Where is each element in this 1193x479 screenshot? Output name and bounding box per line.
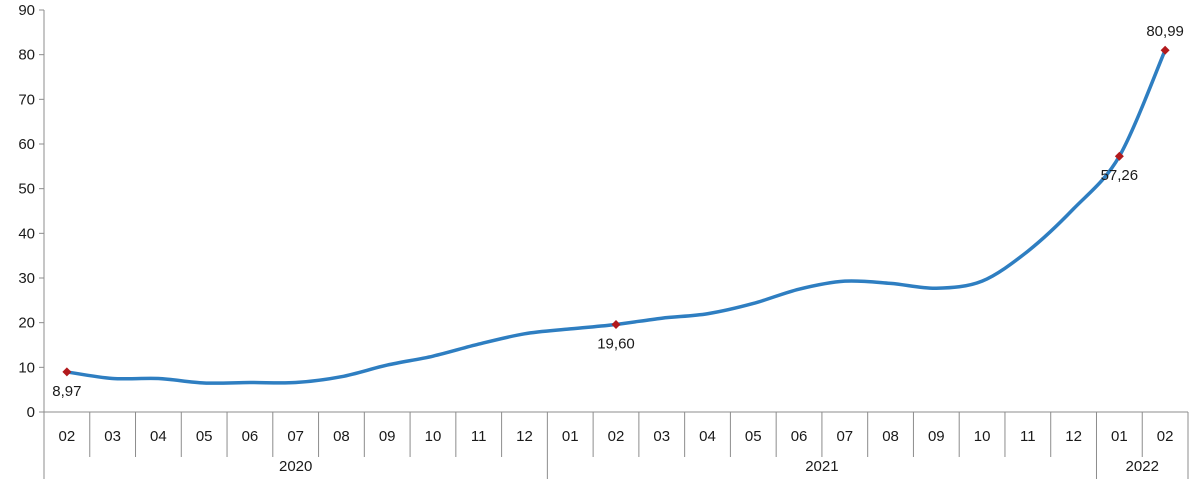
- x-tick-label: 11: [471, 428, 487, 445]
- data-point-marker: [1160, 45, 1170, 55]
- y-tick-label: 10: [18, 359, 35, 376]
- x-tick-label: 02: [608, 428, 625, 445]
- x-tick-label: 10: [425, 428, 442, 445]
- x-tick-label: 01: [1111, 428, 1128, 445]
- data-label: 8,97: [52, 383, 81, 400]
- data-label: 57,26: [1101, 167, 1139, 184]
- x-tick-label: 07: [287, 428, 304, 445]
- x-tick-label: 01: [562, 428, 579, 445]
- x-tick-label: 06: [791, 428, 808, 445]
- year-label: 2020: [279, 458, 312, 475]
- x-tick-label: 02: [1157, 428, 1174, 445]
- data-label: 80,99: [1146, 23, 1184, 40]
- x-tick-label: 07: [836, 428, 853, 445]
- x-tick-label: 05: [745, 428, 762, 445]
- x-tick-label: 12: [516, 428, 533, 445]
- data-label: 19,60: [597, 335, 635, 352]
- x-tick-label: 04: [699, 428, 716, 445]
- x-tick-label: 08: [333, 428, 350, 445]
- data-point-marker: [62, 367, 72, 377]
- x-tick-label: 05: [196, 428, 213, 445]
- y-tick-label: 30: [18, 270, 35, 287]
- markers: [62, 45, 1170, 377]
- y-axis-ticks: 0 10 20 30 40 50 60 70 80 90: [18, 2, 44, 421]
- x-axis-ticks: 02 03 04 05 06 07 08 09 10 11 12 01 02 03 04 05 06 07 08 09…: [43, 412, 1189, 457]
- x-tick-label: 06: [242, 428, 259, 445]
- x-tick-label: 11: [1020, 428, 1036, 445]
- x-tick-label: 09: [928, 428, 945, 445]
- y-tick-label: 0: [27, 404, 35, 421]
- y-tick-label: 50: [18, 181, 35, 198]
- x-tick-label: 04: [150, 428, 167, 445]
- year-label: 2022: [1126, 458, 1159, 475]
- x-tick-label: 10: [974, 428, 991, 445]
- x-tick-label: 12: [1065, 428, 1082, 445]
- y-tick-label: 60: [18, 136, 35, 153]
- y-tick-label: 70: [18, 91, 35, 108]
- x-tick-label: 03: [104, 428, 121, 445]
- y-tick-label: 20: [18, 315, 35, 332]
- x-tick-label: 08: [882, 428, 899, 445]
- data-labels: 8,97 19,60 57,26 80,99: [52, 23, 1184, 400]
- year-label: 2021: [805, 458, 838, 475]
- x-tick-label: 02: [59, 428, 76, 445]
- data-point-marker: [1114, 151, 1124, 161]
- y-tick-label: 90: [18, 2, 35, 19]
- series-line: [65, 48, 1167, 385]
- y-tick-label: 80: [18, 47, 35, 64]
- y-tick-label: 40: [18, 225, 35, 242]
- axes: [43, 10, 1188, 413]
- year-groups: 2020 2021 2022: [43, 457, 1189, 479]
- x-tick-label: 09: [379, 428, 396, 445]
- data-point-marker: [611, 319, 621, 329]
- series: [65, 48, 1167, 385]
- x-tick-label: 03: [653, 428, 670, 445]
